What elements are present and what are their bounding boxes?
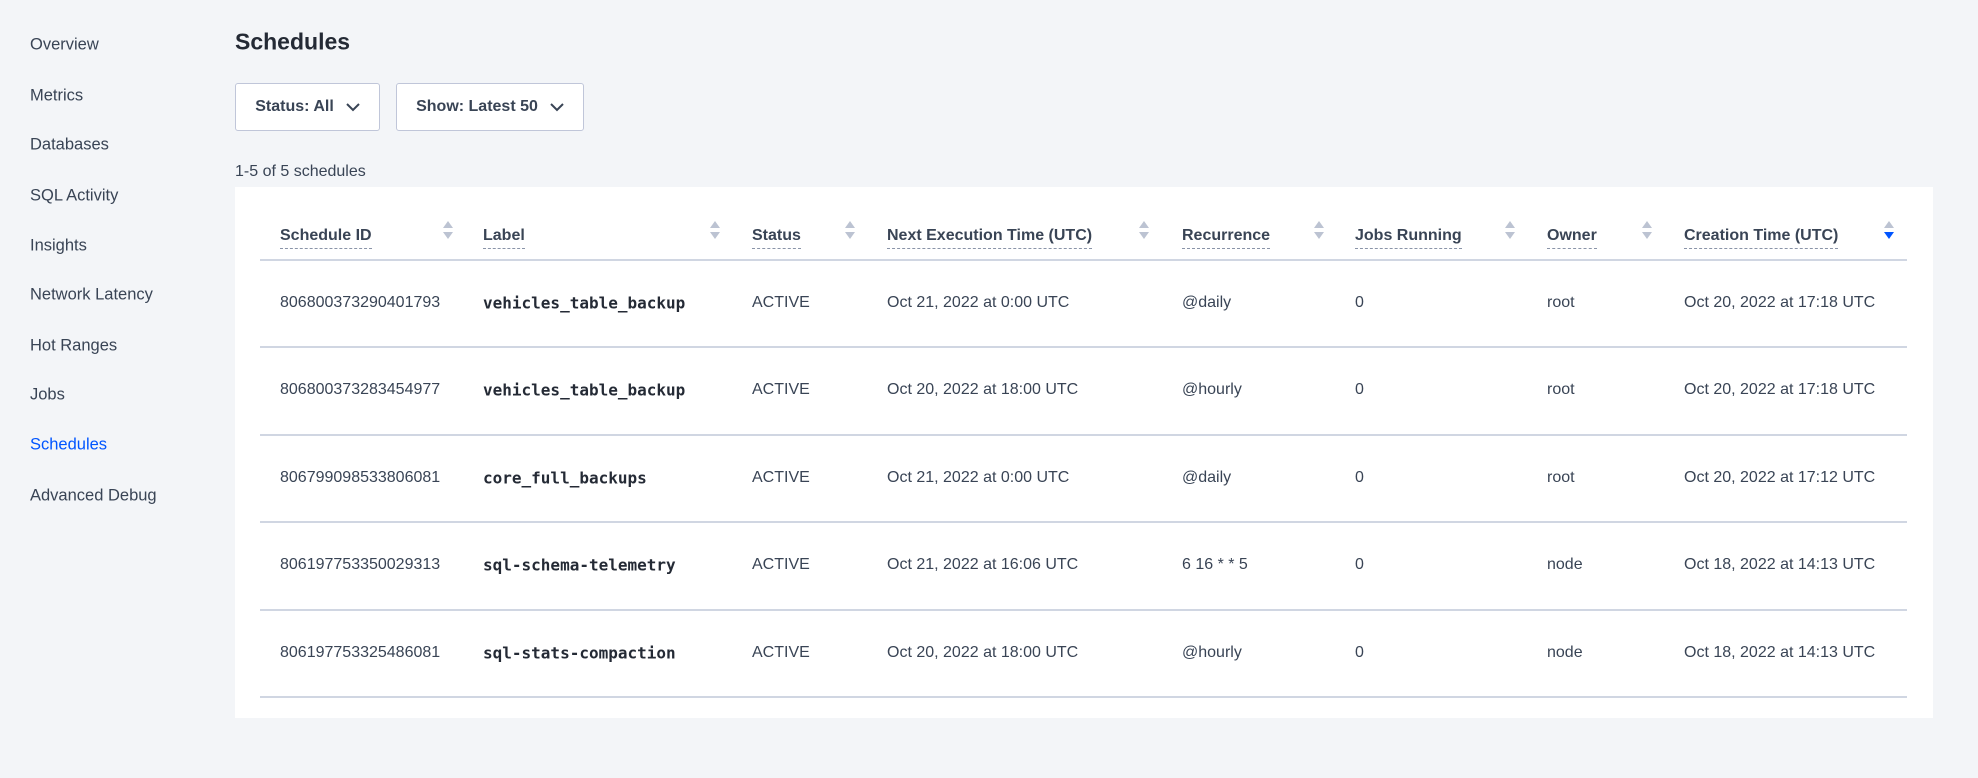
column-header-status[interactable]: Status xyxy=(752,227,801,249)
cell-recurrence: @hourly xyxy=(1182,381,1242,398)
sidebar-item-hot-ranges[interactable]: Hot Ranges xyxy=(30,336,118,355)
sort-arrows-icon[interactable] xyxy=(1313,219,1325,241)
cell-schedule-id: 806800373290401793 xyxy=(280,294,441,311)
cell-owner: node xyxy=(1547,644,1583,661)
cell-owner: root xyxy=(1547,469,1575,486)
cell-creation-time: Oct 20, 2022 at 17:18 UTC xyxy=(1684,294,1876,311)
sidebar-item-databases[interactable]: Databases xyxy=(30,135,109,154)
row-divider xyxy=(260,434,1907,436)
sidebar-item-overview[interactable]: Overview xyxy=(30,35,99,54)
page-title: Schedules xyxy=(235,28,351,55)
row-divider xyxy=(260,696,1907,698)
cell-jobs-running: 0 xyxy=(1355,556,1364,573)
column-header-label[interactable]: Label xyxy=(483,227,525,249)
column-header-next-execution-time-utc[interactable]: Next Execution Time (UTC) xyxy=(887,227,1093,249)
column-header-schedule-id[interactable]: Schedule ID xyxy=(280,227,372,249)
cell-next-execution-time: Oct 21, 2022 at 0:00 UTC xyxy=(887,294,1070,311)
cell-recurrence: 6 16 * * 5 xyxy=(1182,556,1248,573)
cell-recurrence: @daily xyxy=(1182,294,1232,311)
cell-label: vehicles_table_backup xyxy=(483,293,686,313)
cell-label: vehicles_table_backup xyxy=(483,380,686,400)
cell-owner: node xyxy=(1547,556,1583,573)
row-divider xyxy=(260,521,1907,523)
show-limit-label: Show: Latest 50 xyxy=(416,98,538,115)
cell-creation-time: Oct 18, 2022 at 14:13 UTC xyxy=(1684,644,1876,661)
sort-arrows-icon[interactable] xyxy=(1504,219,1516,241)
cell-creation-time: Oct 18, 2022 at 14:13 UTC xyxy=(1684,556,1876,573)
row-divider xyxy=(260,609,1907,611)
cell-schedule-id: 806197753350029313 xyxy=(280,556,441,573)
cell-label: sql-stats-compaction xyxy=(483,643,676,663)
cell-creation-time: Oct 20, 2022 at 17:12 UTC xyxy=(1684,469,1876,486)
cell-creation-time: Oct 20, 2022 at 17:18 UTC xyxy=(1684,381,1876,398)
cell-recurrence: @hourly xyxy=(1182,644,1242,661)
row-divider xyxy=(260,346,1907,348)
sort-arrows-icon[interactable] xyxy=(844,219,856,241)
sidebar-item-metrics[interactable]: Metrics xyxy=(30,86,84,105)
cell-recurrence: @daily xyxy=(1182,469,1232,486)
column-header-creation-time-utc[interactable]: Creation Time (UTC) xyxy=(1684,227,1839,249)
cell-status: ACTIVE xyxy=(752,381,810,398)
sort-arrows-icon[interactable] xyxy=(1883,219,1895,241)
sidebar-item-network-latency[interactable]: Network Latency xyxy=(30,285,153,304)
sidebar-item-insights[interactable]: Insights xyxy=(30,236,87,255)
status-filter-dropdown[interactable]: Status: All xyxy=(235,83,380,131)
cell-next-execution-time: Oct 21, 2022 at 16:06 UTC xyxy=(887,556,1079,573)
cell-label: core_full_backups xyxy=(483,468,647,488)
cell-label: sql-schema-telemetry xyxy=(483,555,676,575)
column-header-owner[interactable]: Owner xyxy=(1547,227,1597,249)
sidebar-item-jobs[interactable]: Jobs xyxy=(30,385,65,404)
sort-arrows-icon[interactable] xyxy=(1641,219,1653,241)
cell-schedule-id: 806800373283454977 xyxy=(280,381,441,398)
cell-status: ACTIVE xyxy=(752,556,810,573)
cell-next-execution-time: Oct 20, 2022 at 18:00 UTC xyxy=(887,381,1079,398)
cell-jobs-running: 0 xyxy=(1355,294,1364,311)
cell-schedule-id: 806799098533806081 xyxy=(280,469,441,486)
chevron-down-icon xyxy=(550,103,564,112)
cell-status: ACTIVE xyxy=(752,469,810,486)
cell-status: ACTIVE xyxy=(752,294,810,311)
sidebar-item-sql-activity[interactable]: SQL Activity xyxy=(30,186,119,205)
sort-arrows-icon[interactable] xyxy=(1138,219,1150,241)
schedules-table: Schedule ID Label Status Next Execution Tim… xyxy=(235,187,1933,718)
show-limit-dropdown[interactable]: Show: Latest 50 xyxy=(396,83,584,131)
cell-jobs-running: 0 xyxy=(1355,469,1364,486)
cell-jobs-running: 0 xyxy=(1355,644,1364,661)
cell-status: ACTIVE xyxy=(752,644,810,661)
cell-jobs-running: 0 xyxy=(1355,381,1364,398)
results-count: 1-5 of 5 schedules xyxy=(235,163,366,180)
cell-owner: root xyxy=(1547,381,1575,398)
sidebar-item-advanced-debug[interactable]: Advanced Debug xyxy=(30,486,157,505)
chevron-down-icon xyxy=(346,103,360,112)
column-header-recurrence[interactable]: Recurrence xyxy=(1182,227,1271,249)
cell-schedule-id: 806197753325486081 xyxy=(280,644,441,661)
sort-arrows-icon[interactable] xyxy=(442,219,454,241)
sidebar-item-schedules[interactable]: Schedules xyxy=(30,435,108,454)
status-filter-label: Status: All xyxy=(255,98,334,115)
sort-arrows-icon[interactable] xyxy=(709,219,721,241)
cell-next-execution-time: Oct 21, 2022 at 0:00 UTC xyxy=(887,469,1070,486)
cell-owner: root xyxy=(1547,294,1575,311)
cell-next-execution-time: Oct 20, 2022 at 18:00 UTC xyxy=(887,644,1079,661)
column-header-jobs-running[interactable]: Jobs Running xyxy=(1355,227,1462,249)
row-divider xyxy=(260,259,1907,261)
